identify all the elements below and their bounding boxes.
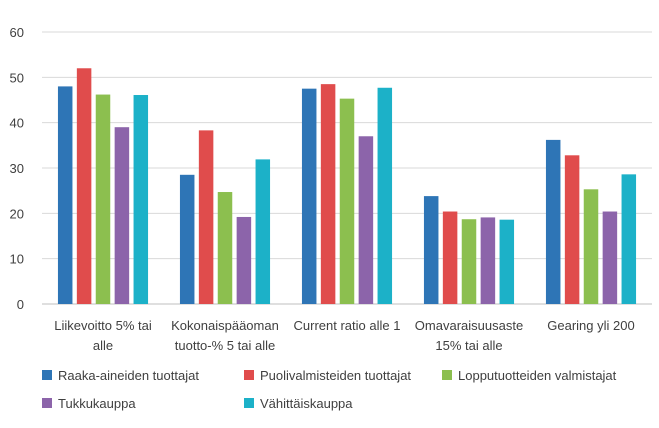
bar (236, 216, 252, 304)
legend-swatch (42, 370, 52, 380)
bar (480, 217, 496, 304)
legend-swatch (42, 398, 52, 408)
bar (95, 94, 111, 304)
bars (57, 68, 637, 305)
x-category-label: Kokonaispääoman tuotto-% 5 tai alle (171, 318, 279, 353)
y-tick-label: 10 (10, 252, 24, 267)
legend-swatch (442, 370, 452, 380)
y-tick-label: 60 (10, 25, 24, 40)
bar (133, 95, 149, 304)
bar (320, 84, 336, 304)
bar (442, 211, 458, 304)
y-tick-label: 40 (10, 116, 24, 131)
legend-swatch (244, 398, 254, 408)
bar (76, 68, 92, 305)
bar (564, 155, 580, 304)
legend-swatch (244, 370, 254, 380)
x-axis-category-labels: Liikevoitto 5% tai alle Kokonaispääoman tuo… (54, 318, 635, 353)
bar (217, 192, 233, 304)
bar (583, 189, 599, 304)
bar (545, 139, 561, 304)
legend-label: Puolivalmisteiden tuottajat (260, 368, 411, 383)
bar (602, 211, 618, 304)
bar (301, 88, 317, 305)
y-tick-label: 0 (17, 297, 24, 312)
bar (57, 86, 73, 305)
x-category-label: Omavaraisuusaste 15% tai alle (415, 318, 523, 353)
bar (499, 219, 515, 304)
y-tick-label: 30 (10, 161, 24, 176)
bar (179, 174, 195, 304)
bar (339, 98, 355, 304)
legend-label: Tukkukauppa (58, 396, 136, 411)
legend-label: Raaka-aineiden tuottajat (58, 368, 199, 383)
bar (358, 136, 374, 304)
y-axis-tick-labels: 0 10 20 30 40 50 60 (10, 25, 24, 312)
legend-label: Lopputuotteiden valmistajat (458, 368, 617, 383)
legend-label: Vähittäiskauppa (260, 396, 353, 411)
x-category-label: Liikevoitto 5% tai alle (54, 318, 152, 353)
bar (621, 174, 637, 304)
bar (461, 219, 477, 304)
bar (255, 159, 271, 304)
y-tick-label: 20 (10, 206, 24, 221)
legend: Raaka-aineiden tuottajat Puolivalmisteide… (42, 368, 617, 411)
bar (377, 87, 393, 304)
bar (198, 130, 214, 304)
x-category-label: Gearing yli 200 (547, 318, 634, 333)
bar (423, 196, 439, 304)
bar (114, 127, 130, 304)
y-tick-label: 50 (10, 70, 24, 85)
x-category-label: Current ratio alle 1 (294, 318, 401, 333)
